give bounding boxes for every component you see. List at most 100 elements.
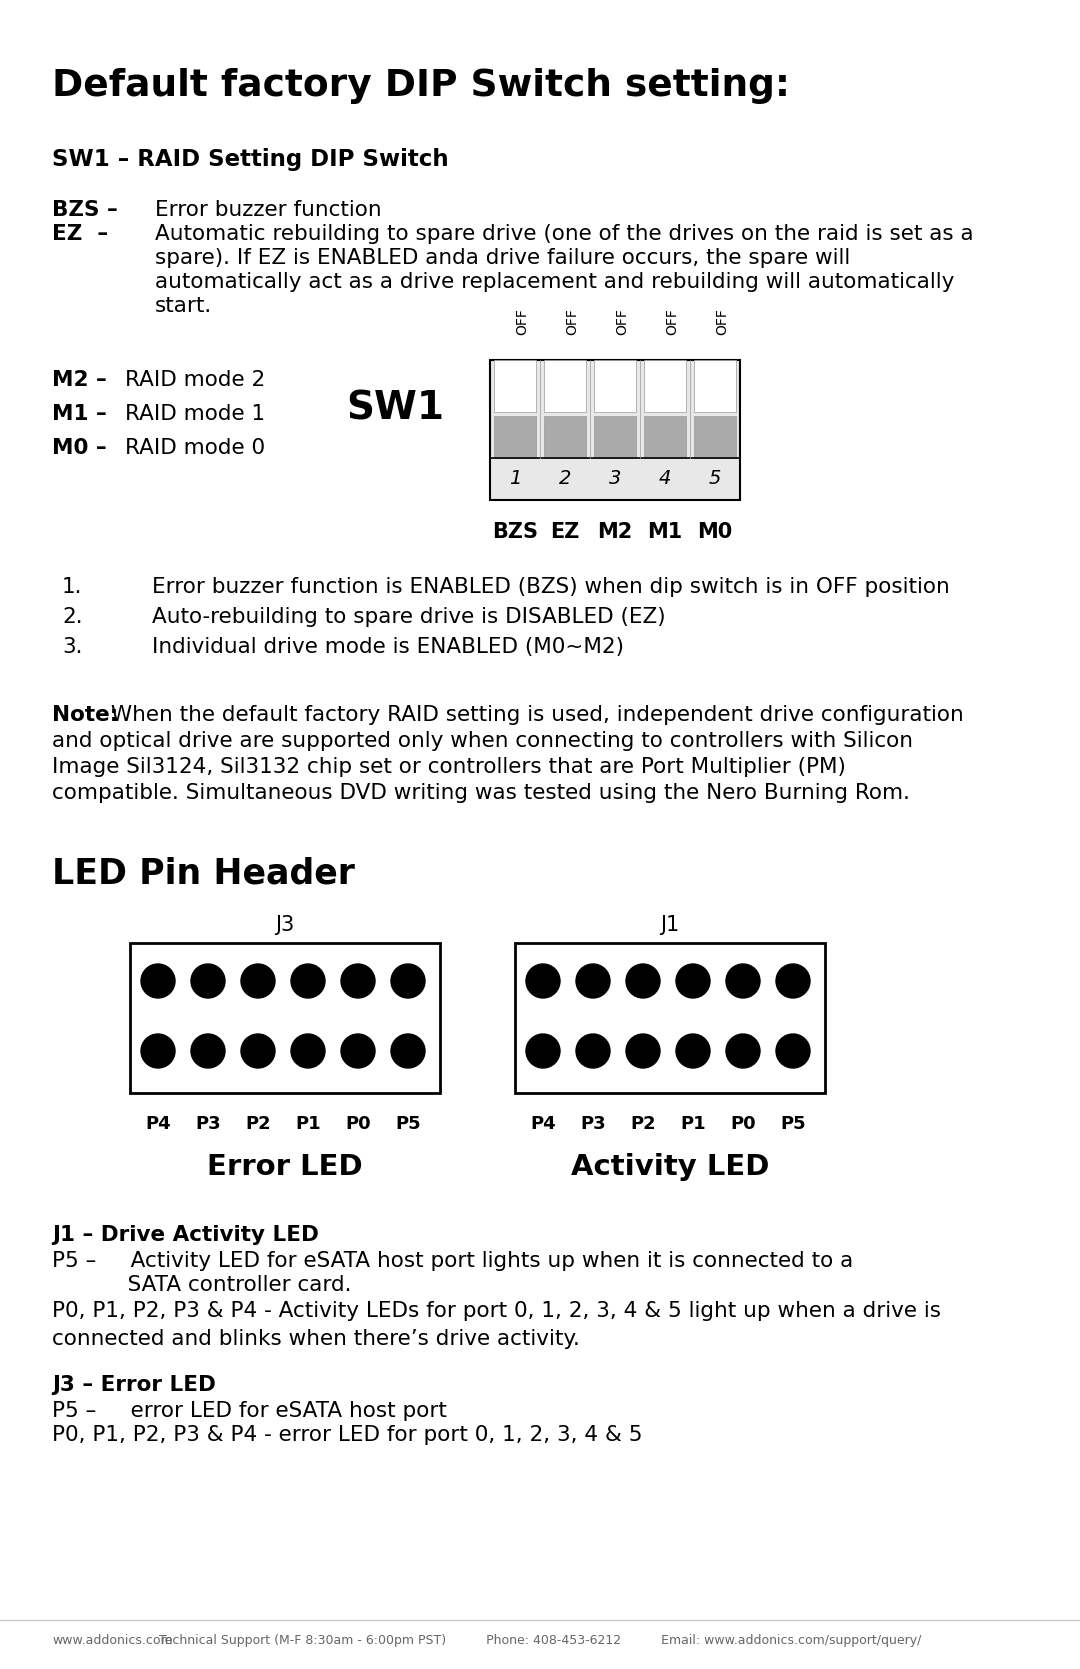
Text: Error buzzer function: Error buzzer function	[156, 200, 381, 220]
Circle shape	[526, 965, 561, 998]
Text: Automatic rebuilding to spare drive (one of the drives on the raid is set as a: Automatic rebuilding to spare drive (one…	[156, 224, 974, 244]
Bar	[694, 361, 735, 412]
Bar	[515, 943, 825, 1093]
Text: RAID mode 1: RAID mode 1	[125, 404, 265, 424]
Text: OFF: OFF	[615, 309, 629, 335]
Text: M2 –: M2 –	[52, 371, 107, 391]
Text: P3: P3	[195, 1115, 220, 1133]
Text: EZ  –: EZ –	[52, 224, 108, 244]
Text: P5 –     error LED for eSATA host port: P5 – error LED for eSATA host port	[52, 1400, 447, 1420]
Text: P0, P1, P2, P3 & P4 - error LED for port 0, 1, 2, 3, 4 & 5: P0, P1, P2, P3 & P4 - error LED for port…	[52, 1425, 643, 1445]
Text: Image Sil3124, Sil3132 chip set or controllers that are Port Multiplier (PM): Image Sil3124, Sil3132 chip set or contr…	[52, 758, 846, 778]
Text: SW1: SW1	[346, 391, 444, 427]
Circle shape	[391, 965, 426, 998]
Text: P4: P4	[530, 1115, 556, 1133]
Text: J1: J1	[660, 915, 679, 935]
Text: Error LED: Error LED	[207, 1153, 363, 1182]
Text: 3.: 3.	[62, 638, 82, 658]
Text: 4: 4	[659, 469, 671, 489]
Circle shape	[777, 965, 810, 998]
Circle shape	[726, 965, 760, 998]
Circle shape	[726, 1035, 760, 1068]
Circle shape	[676, 965, 710, 998]
Text: Default factory DIP Switch setting:: Default factory DIP Switch setting:	[52, 68, 789, 103]
Bar	[694, 416, 735, 457]
Text: Error buzzer function is ENABLED (BZS) when dip switch is in OFF position: Error buzzer function is ENABLED (BZS) w…	[152, 577, 949, 598]
Circle shape	[777, 1035, 810, 1068]
Text: 1.: 1.	[62, 577, 82, 598]
Bar	[644, 361, 686, 412]
Bar	[494, 416, 536, 457]
Text: Technical Support (M-F 8:30am - 6:00pm PST)          Phone: 408-453-6212        : Technical Support (M-F 8:30am - 6:00pm P…	[159, 1634, 921, 1647]
Text: M0 –: M0 –	[52, 437, 107, 457]
Text: Note:: Note:	[52, 704, 118, 724]
Circle shape	[191, 965, 225, 998]
Bar	[594, 416, 636, 457]
Circle shape	[241, 1035, 275, 1068]
Circle shape	[241, 965, 275, 998]
Text: J3 – Error LED: J3 – Error LED	[52, 1375, 216, 1395]
Bar	[130, 943, 440, 1093]
Circle shape	[191, 1035, 225, 1068]
Text: P2: P2	[245, 1115, 271, 1133]
Text: P0: P0	[730, 1115, 756, 1133]
Text: P1: P1	[295, 1115, 321, 1133]
Circle shape	[626, 1035, 660, 1068]
Text: P0, P1, P2, P3 & P4 - Activity LEDs for port 0, 1, 2, 3, 4 & 5 light up when a d: P0, P1, P2, P3 & P4 - Activity LEDs for …	[52, 1302, 941, 1349]
Text: P5: P5	[395, 1115, 421, 1133]
Text: 2.: 2.	[62, 608, 83, 628]
Text: M0: M0	[698, 522, 732, 542]
Circle shape	[576, 1035, 610, 1068]
Text: OFF: OFF	[515, 309, 529, 335]
Text: P4: P4	[145, 1115, 171, 1133]
Circle shape	[341, 1035, 375, 1068]
Circle shape	[576, 965, 610, 998]
Text: M2: M2	[597, 522, 633, 542]
Text: EZ: EZ	[551, 522, 580, 542]
Text: 2: 2	[558, 469, 571, 489]
Text: 1: 1	[509, 469, 522, 489]
Bar	[494, 361, 536, 412]
Circle shape	[341, 965, 375, 998]
Text: OFF: OFF	[565, 309, 579, 335]
Text: Auto-rebuilding to spare drive is DISABLED (EZ): Auto-rebuilding to spare drive is DISABL…	[152, 608, 665, 628]
Text: BZS –: BZS –	[52, 200, 118, 220]
Bar	[644, 416, 686, 457]
Text: P5 –     Activity LED for eSATA host port lights up when it is connected to a: P5 – Activity LED for eSATA host port li…	[52, 1252, 853, 1272]
Bar	[544, 416, 586, 457]
Text: BZS: BZS	[492, 522, 538, 542]
Bar	[544, 361, 586, 412]
Circle shape	[291, 965, 325, 998]
Text: Activity LED: Activity LED	[571, 1153, 769, 1182]
Circle shape	[141, 1035, 175, 1068]
Text: OFF: OFF	[665, 309, 679, 335]
Text: LED Pin Header: LED Pin Header	[52, 856, 355, 891]
Bar	[594, 361, 636, 412]
Text: P5: P5	[780, 1115, 806, 1133]
Circle shape	[391, 1035, 426, 1068]
Text: automatically act as a drive replacement and rebuilding will automatically: automatically act as a drive replacement…	[156, 272, 955, 292]
Text: and optical drive are supported only when connecting to controllers with Silicon: and optical drive are supported only whe…	[52, 731, 913, 751]
Circle shape	[526, 1035, 561, 1068]
Text: 3: 3	[609, 469, 621, 489]
Bar	[490, 361, 740, 501]
Circle shape	[676, 1035, 710, 1068]
Text: RAID mode 0: RAID mode 0	[125, 437, 265, 457]
Text: Individual drive mode is ENABLED (M0~M2): Individual drive mode is ENABLED (M0~M2)	[152, 638, 624, 658]
Text: spare). If EZ is ENABLED anda drive failure occurs, the spare will: spare). If EZ is ENABLED anda drive fail…	[156, 249, 850, 269]
Text: J3: J3	[275, 915, 295, 935]
Circle shape	[626, 965, 660, 998]
Circle shape	[291, 1035, 325, 1068]
Text: www.addonics.com: www.addonics.com	[52, 1634, 173, 1647]
Text: P2: P2	[631, 1115, 656, 1133]
Text: 5: 5	[708, 469, 721, 489]
Circle shape	[141, 965, 175, 998]
Text: J1 – Drive Activity LED: J1 – Drive Activity LED	[52, 1225, 319, 1245]
Text: M1: M1	[647, 522, 683, 542]
Text: When the default factory RAID setting is used, independent drive configuration: When the default factory RAID setting is…	[104, 704, 963, 724]
Text: OFF: OFF	[715, 309, 729, 335]
Text: P1: P1	[680, 1115, 706, 1133]
Text: start.: start.	[156, 295, 213, 315]
Text: compatible. Simultaneous DVD writing was tested using the Nero Burning Rom.: compatible. Simultaneous DVD writing was…	[52, 783, 910, 803]
Text: M1 –: M1 –	[52, 404, 107, 424]
